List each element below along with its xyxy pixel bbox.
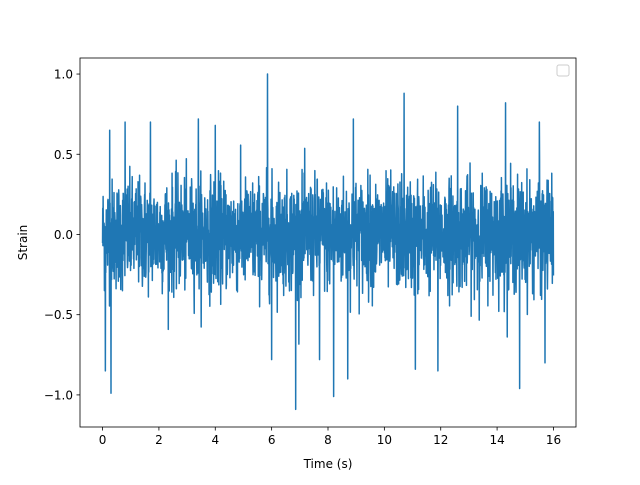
y-axis-label: Strain: [16, 225, 30, 261]
strain-series-line: [101, 73, 555, 411]
x-tick-label: 16: [546, 433, 561, 447]
x-tick-label: 6: [268, 433, 276, 447]
x-tick-label: 4: [211, 433, 219, 447]
y-axis: −1.0 −0.5 0.0 0.5 1.0: [44, 68, 80, 402]
series-group: [101, 73, 555, 411]
x-tick-label: 10: [377, 433, 392, 447]
x-tick-label: 2: [155, 433, 163, 447]
x-axis-label: Time (s): [303, 457, 353, 471]
y-tick-label: −1.0: [44, 388, 73, 402]
x-tick-label: 8: [324, 433, 332, 447]
x-tick-label: 14: [489, 433, 504, 447]
y-tick-label: 1.0: [54, 68, 73, 82]
x-tick-label: 12: [433, 433, 448, 447]
legend-box: [556, 64, 570, 77]
x-tick-label: 0: [99, 433, 107, 447]
y-tick-label: 0.0: [54, 228, 73, 242]
plot-area: [79, 57, 577, 428]
x-axis: 0 2 4 6 8 10 12 14 16: [99, 427, 561, 447]
y-tick-label: −0.5: [44, 308, 73, 322]
y-tick-label: 0.5: [54, 148, 73, 162]
